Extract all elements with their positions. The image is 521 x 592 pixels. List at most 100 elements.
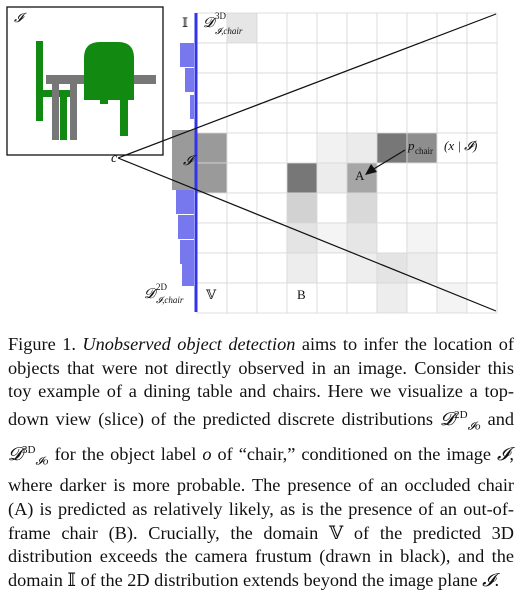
voxel-cell [196,252,228,284]
voxel-cell [436,192,468,224]
voxel-cell [316,12,348,44]
voxel-cell [286,252,318,284]
voxel-cell [376,162,408,194]
voxel-cell [376,12,408,44]
label-D3: 𝓓 3D 𝓘,chair [203,11,243,36]
label-camera-center: c [111,151,118,166]
svg-text:3D: 3D [215,11,227,21]
image-plane-bar [182,262,194,286]
caption-math-D3: 𝓓3D𝓘o [8,444,49,468]
svg-text:𝓓: 𝓓 [203,16,217,31]
voxel-cell [196,132,228,164]
image-plane-bar [190,95,194,119]
svg-text:2D: 2D [156,282,168,292]
voxel-cell [376,252,408,284]
voxel-cell [196,162,228,194]
voxel-cell [226,42,258,74]
voxel-cell [406,162,438,194]
label-domain-V: 𝕍 [205,287,217,302]
caption-sentence-6: of the 2D distribution extends beyond th… [80,569,478,590]
voxel-cell [436,252,468,284]
voxel-cell [196,222,228,254]
voxel-cell [286,42,318,74]
voxel-cell [466,132,498,164]
frustum-upper-edge [117,13,497,159]
image-plane-bar [180,43,194,67]
voxel-cell [256,162,288,194]
caption-math-D2: 𝓓2D𝓘o [440,408,481,433]
label-D2: 𝓓 2D 𝓘,chair [144,282,184,305]
voxel-cell [226,222,258,254]
annotation-arrowhead [365,164,377,175]
inset-image: 𝓘 [6,6,164,156]
voxel-cell [286,162,318,194]
voxel-cell [466,222,498,254]
caption-period: . [494,569,500,590]
voxel-cell [436,162,468,194]
voxel-cell [316,222,348,254]
voxel-cell [286,132,318,164]
caption-sentence-1: aims to infer the location of objects th… [8,334,514,429]
caption-title: Unobserved object detection [82,334,296,354]
voxel-cell [436,72,468,104]
voxel-cell [376,222,408,254]
caption-math-I-2: 𝓘 [482,569,495,590]
voxel-cell [196,42,228,74]
image-plane-bar [176,190,194,214]
voxel-cell [316,42,348,74]
voxel-cell [226,252,258,284]
image-plane-bar [185,68,194,92]
voxel-cell [316,192,348,224]
image-plane-distribution-bars [176,43,194,286]
voxel-cell [256,252,288,284]
voxel-cell [406,282,438,314]
voxel-cell [376,282,408,314]
voxel-cell [346,132,378,164]
voxel-cell [346,72,378,104]
voxel-cell [286,192,318,224]
svg-text:(x | 𝓘): (x | 𝓘) [444,138,477,153]
caption-fig-number: Figure 1. [8,334,76,354]
voxel-cell [196,282,228,314]
voxel-cell [346,102,378,134]
voxel-grid [172,12,498,314]
caption-math-V: 𝕍 [329,522,344,543]
svg-text:p: p [407,138,415,153]
voxel-cell [256,42,288,74]
voxel-cell [466,192,498,224]
voxel-cell [346,12,378,44]
voxel-cell [346,222,378,254]
voxel-cell [376,102,408,134]
image-plane-bar [178,215,194,239]
voxel-cell [226,12,258,44]
voxel-cell [256,12,288,44]
voxel-cell [436,102,468,134]
label-p-chair: p chair (x | 𝓘) [407,138,477,156]
voxel-cell [466,72,498,104]
voxel-cell [436,282,468,314]
voxel-cell [466,12,498,44]
voxel-cell [346,192,378,224]
voxel-cell [406,72,438,104]
voxel-cell [256,102,288,134]
voxel-cell [316,252,348,284]
voxel-cell [466,282,498,314]
voxel-cell [406,192,438,224]
frustum-lower-edge [117,157,497,312]
voxel-cell [196,72,228,104]
figure-caption: Figure 1. Unobserved object detection ai… [8,333,514,592]
caption-sentence-4: , where darker is more probable. The pre… [8,444,514,543]
voxel-cell [226,72,258,104]
caption-sentence-5: of the predicted 3D distribution exceeds… [8,522,514,590]
voxel-cell [466,102,498,134]
label-chair-B: B [297,287,306,302]
caption-sentence-3: of “chair,” conditioned on the image [217,444,492,465]
voxel-cell [406,102,438,134]
svg-text:𝓘,chair: 𝓘,chair [156,295,184,305]
voxel-cell [466,252,498,284]
image-plane-bar [180,240,194,264]
voxel-cell [196,192,228,224]
voxel-cell [436,222,468,254]
voxel-cell [286,282,318,314]
voxel-cell [316,282,348,314]
